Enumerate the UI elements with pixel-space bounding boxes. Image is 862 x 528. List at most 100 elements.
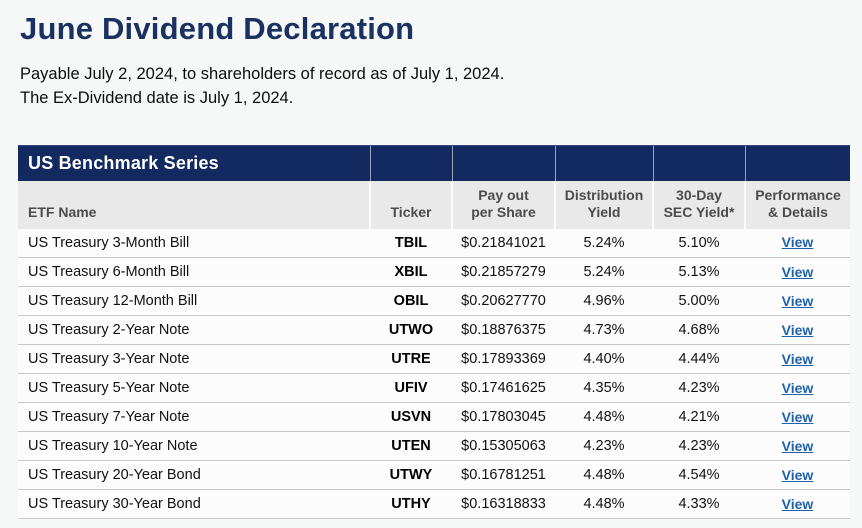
ticker-cell: UTWO [370, 315, 452, 345]
view-link[interactable]: View [781, 495, 814, 512]
table-row: US Treasury 7-Year Note USVN $0.17803045 4.… [18, 402, 850, 432]
ticker-cell: UTRE [370, 344, 452, 374]
table-row: US Treasury 3-Month Bill TBIL $0.21841021 5… [18, 228, 850, 258]
payout-per-share-cell: $0.17461625 [452, 373, 555, 403]
column-header-performance: Performance & Details [744, 180, 850, 229]
page-title: June Dividend Declaration [20, 11, 415, 46]
view-link[interactable]: View [781, 292, 814, 309]
table-header-row: ETF Name Ticker Pay out per Share Distri… [18, 180, 850, 229]
etf-name-cell: US Treasury 7-Year Note [18, 402, 370, 432]
etf-name-cell: US Treasury 6-Month Bill [18, 257, 370, 287]
distribution-yield-cell: 4.48% [555, 489, 653, 519]
distribution-yield-cell: 5.24% [555, 228, 653, 258]
table-band-cell [554, 145, 653, 181]
view-link[interactable]: View [781, 350, 814, 367]
ticker-cell: UTWY [370, 460, 452, 490]
distribution-yield-cell: 4.96% [555, 286, 653, 316]
view-cell: View [745, 344, 850, 374]
sec-yield-cell: 4.68% [653, 315, 745, 345]
page: June Dividend Declaration Payable July 2… [0, 12, 862, 519]
distribution-yield-cell: 4.48% [555, 402, 653, 432]
sec-yield-cell: 5.13% [653, 257, 745, 287]
distribution-yield-cell: 4.73% [555, 315, 653, 345]
payout-per-share-cell: $0.15305063 [452, 431, 555, 461]
subtitle-line-1: Payable July 2, 2024, to shareholders of… [20, 65, 505, 83]
table-row: US Treasury 2-Year Note UTWO $0.18876375 4.… [18, 315, 850, 345]
table-row: US Treasury 5-Year Note UFIV $0.17461625 4.… [18, 373, 850, 403]
sec-yield-cell: 4.54% [653, 460, 745, 490]
distribution-yield-cell: 4.40% [555, 344, 653, 374]
table-row: US Treasury 6-Month Bill XBIL $0.21857279 5… [18, 257, 850, 287]
payout-per-share-cell: $0.21841021 [452, 228, 555, 258]
table-row: US Treasury 20-Year Bond UTWY $0.16781251 4… [18, 460, 850, 490]
sec-yield-cell: 4.44% [653, 344, 745, 374]
table-band-row: US Benchmark Series [18, 145, 850, 181]
table-band-cell [369, 145, 452, 181]
payout-per-share-cell: $0.17893369 [452, 344, 555, 374]
sec-yield-cell: 4.33% [653, 489, 745, 519]
column-header-payout: Pay out per Share [451, 180, 555, 229]
view-link[interactable]: View [781, 408, 814, 425]
distribution-yield-cell: 4.23% [555, 431, 653, 461]
payout-per-share-cell: $0.17803045 [452, 402, 555, 432]
view-cell: View [745, 431, 850, 461]
etf-name-cell: US Treasury 5-Year Note [18, 373, 370, 403]
view-cell: View [745, 257, 850, 287]
sec-yield-cell: 4.23% [653, 431, 745, 461]
view-cell: View [745, 228, 850, 258]
ticker-cell: XBIL [370, 257, 452, 287]
ticker-cell: UTEN [370, 431, 452, 461]
table-band-cell [451, 145, 555, 181]
subtitle-line-2: The Ex-Dividend date is July 1, 2024. [20, 89, 294, 107]
sec-yield-cell: 5.00% [653, 286, 745, 316]
view-cell: View [745, 373, 850, 403]
view-link[interactable]: View [781, 379, 814, 396]
column-header-sec-yield: 30-Day SEC Yield* [652, 180, 745, 229]
payout-per-share-cell: $0.18876375 [452, 315, 555, 345]
payout-per-share-cell: $0.16318833 [452, 489, 555, 519]
column-header-ticker: Ticker [369, 180, 452, 229]
ticker-cell: TBIL [370, 228, 452, 258]
table-row: US Treasury 3-Year Note UTRE $0.17893369 4.… [18, 344, 850, 374]
etf-name-cell: US Treasury 3-Year Note [18, 344, 370, 374]
table-row: US Treasury 12-Month Bill OBIL $0.20627770… [18, 286, 850, 316]
view-cell: View [745, 286, 850, 316]
etf-name-cell: US Treasury 2-Year Note [18, 315, 370, 345]
payout-per-share-cell: $0.16781251 [452, 460, 555, 490]
view-link[interactable]: View [781, 234, 814, 251]
view-link[interactable]: View [781, 466, 814, 483]
table-body: US Treasury 3-Month Bill TBIL $0.21841021 5… [18, 228, 850, 519]
ticker-cell: UFIV [370, 373, 452, 403]
view-link[interactable]: View [781, 437, 814, 454]
etf-name-cell: US Treasury 30-Year Bond [18, 489, 370, 519]
table-row: US Treasury 10-Year Note UTEN $0.15305063 4… [18, 431, 850, 461]
table-row: US Treasury 30-Year Bond UTHY $0.16318833 4… [18, 489, 850, 519]
column-header-etf-name: ETF Name [18, 180, 370, 229]
sec-yield-cell: 4.23% [653, 373, 745, 403]
ticker-cell: UTHY [370, 489, 452, 519]
payout-per-share-cell: $0.20627770 [452, 286, 555, 316]
distribution-yield-cell: 4.35% [555, 373, 653, 403]
sec-yield-cell: 4.21% [653, 402, 745, 432]
ticker-cell: USVN [370, 402, 452, 432]
table-band-cell [652, 145, 745, 181]
view-link[interactable]: View [781, 321, 814, 338]
etf-name-cell: US Treasury 12-Month Bill [18, 286, 370, 316]
column-header-distribution-yield: Distribution Yield [554, 180, 653, 229]
subtitle: Payable July 2, 2024, to shareholders of… [20, 62, 842, 110]
dividend-table: US Benchmark Series ETF Name Ticker Pay … [18, 145, 850, 519]
view-cell: View [745, 315, 850, 345]
distribution-yield-cell: 5.24% [555, 257, 653, 287]
sec-yield-cell: 5.10% [653, 228, 745, 258]
distribution-yield-cell: 4.48% [555, 460, 653, 490]
table-band-cell [744, 145, 850, 181]
view-cell: View [745, 489, 850, 519]
etf-name-cell: US Treasury 3-Month Bill [18, 228, 370, 258]
etf-name-cell: US Treasury 10-Year Note [18, 431, 370, 461]
payout-per-share-cell: $0.21857279 [452, 257, 555, 287]
view-cell: View [745, 402, 850, 432]
view-cell: View [745, 460, 850, 490]
view-link[interactable]: View [781, 263, 814, 280]
ticker-cell: OBIL [370, 286, 452, 316]
etf-name-cell: US Treasury 20-Year Bond [18, 460, 370, 490]
